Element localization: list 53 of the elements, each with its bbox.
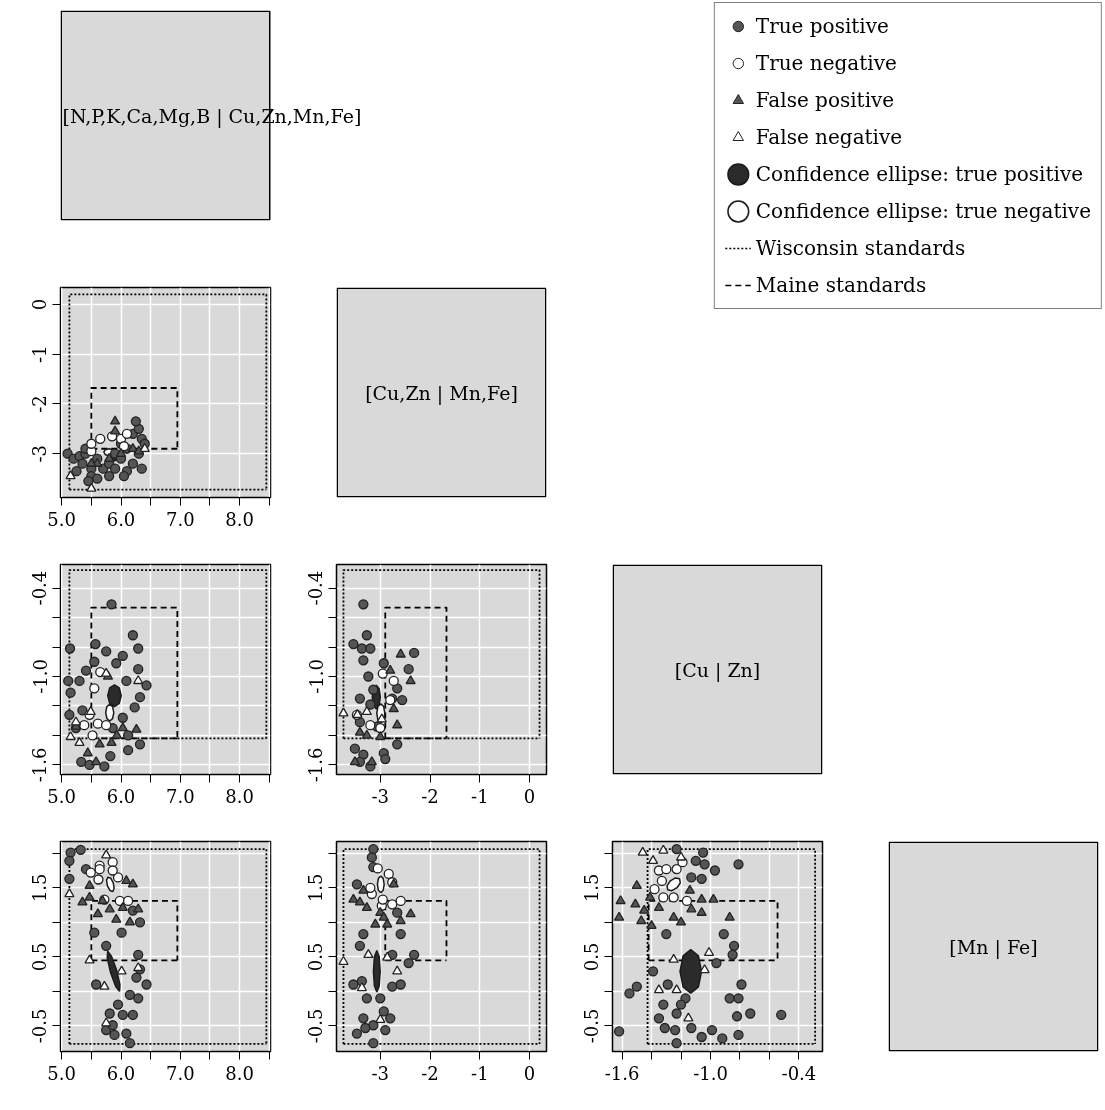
- text: [Cu,Zn | Mn,Fe]: [365, 381, 518, 405]
- x-tick-label: -3: [371, 785, 390, 807]
- x-tick-label: 7.0: [166, 1062, 195, 1084]
- legend-label: False positive: [755, 87, 895, 113]
- y-tick-label: 1.5: [29, 873, 51, 903]
- x-tick-label: 5.0: [47, 1062, 77, 1084]
- x-tick-label: 6.0: [106, 785, 136, 807]
- y-tick-label: 1.5: [581, 873, 603, 903]
- y-tick-label: -1.6: [29, 747, 51, 783]
- legend-label: Confidence ellipse: true negative: [755, 198, 1091, 224]
- y-tick-label: -0.5: [29, 1008, 51, 1044]
- legend-label: True positive: [755, 13, 889, 39]
- y-tick-label: 0: [29, 298, 51, 311]
- x-tick-label: 0: [523, 785, 536, 807]
- y-tick-label: -0.5: [581, 1008, 603, 1044]
- x-tick-label: 7.0: [166, 508, 195, 530]
- y-tick-label: -1.0: [29, 659, 51, 694]
- y-tick-label: -1.6: [305, 747, 327, 783]
- legend-label: Maine standards: [755, 272, 927, 298]
- x-tick-label: 5.0: [47, 785, 77, 807]
- x-tick-label: 6.0: [106, 508, 136, 530]
- x-tick-label: 8.0: [225, 508, 254, 530]
- y-tick-label: 0.5: [29, 942, 51, 972]
- y-tick-label: -0.4: [29, 570, 51, 606]
- x-tick-label: 8.0: [225, 785, 254, 807]
- x-tick-label: 6.0: [106, 1062, 136, 1084]
- legend-label: Confidence ellipse: true positive: [755, 161, 1084, 187]
- x-tick-label: -1: [471, 1062, 489, 1084]
- x-tick-label: -1.6: [604, 1062, 640, 1084]
- legend-label: Wisconsin standards: [755, 235, 966, 261]
- y-tick-label: -0.4: [305, 570, 327, 606]
- y-tick-label: 0.5: [305, 942, 327, 972]
- y-tick-label: -0.5: [305, 1008, 327, 1044]
- y-tick-label: 1.5: [305, 873, 327, 903]
- x-tick-label: 5.0: [47, 508, 77, 530]
- x-tick-label: -0.4: [781, 1062, 817, 1084]
- x-tick-label: -3: [371, 1062, 390, 1084]
- legend-label: False negative: [755, 124, 903, 150]
- x-tick-label: 7.0: [166, 785, 195, 807]
- x-tick-label: -2: [421, 785, 439, 807]
- y-tick-label: -1.0: [305, 659, 327, 694]
- x-tick-label: -1: [471, 785, 489, 807]
- y-tick-label: -2: [29, 395, 51, 413]
- legend-label: True negative: [755, 50, 897, 76]
- x-tick-label: -2: [421, 1062, 439, 1084]
- y-tick-label: -3: [29, 444, 51, 463]
- text: [Cu | Zn]: [674, 658, 761, 682]
- text: [Mn | Fe]: [949, 935, 1038, 959]
- y-tick-label: 0.5: [581, 942, 603, 972]
- x-tick-label: 0: [523, 1062, 536, 1084]
- x-tick-label: -1.0: [693, 1062, 728, 1084]
- x-tick-label: 8.0: [225, 1062, 254, 1084]
- y-tick-label: -1: [29, 345, 51, 363]
